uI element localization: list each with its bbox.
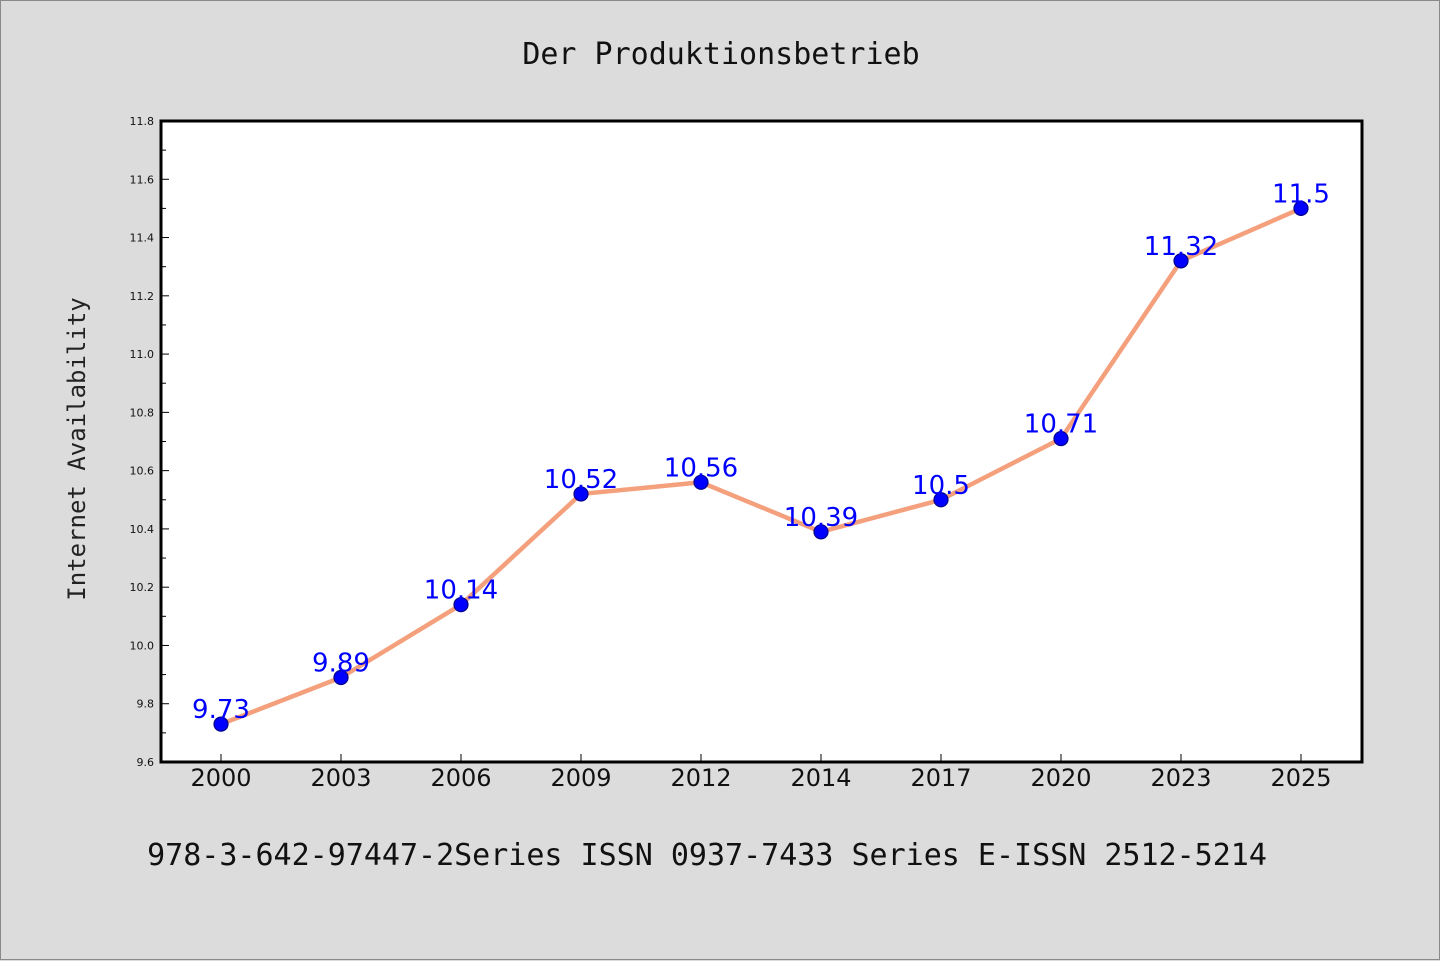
- data-label: 10.5: [912, 471, 970, 501]
- data-point: [453, 597, 469, 613]
- data-point: [1293, 200, 1309, 217]
- footer-text: 978-3-642-97447-2Series ISSN 0937-7433 S…: [147, 838, 1267, 873]
- data-point: [933, 492, 949, 508]
- data-point: [333, 669, 349, 686]
- data-label: 9.89: [312, 649, 370, 679]
- x-tick-label: 2006: [430, 764, 491, 792]
- data-point: [693, 474, 709, 490]
- data-point: [1053, 430, 1069, 447]
- x-tick-label: 2009: [550, 764, 611, 792]
- data-label: 10.52: [544, 465, 618, 495]
- x-tick-label: 2025: [1270, 764, 1331, 792]
- plot-frame: [159, 119, 1364, 764]
- y-tick-label: 10.2: [130, 581, 155, 594]
- y-tick-label: 9.6: [137, 756, 155, 769]
- x-tick-label: 2023: [1150, 764, 1211, 792]
- data-point: [1173, 253, 1189, 269]
- y-tick-label: 11.0: [130, 348, 155, 361]
- series-line: [218, 206, 1304, 727]
- x-tick-label: 2003: [310, 764, 371, 792]
- y-tick-label: 11.2: [130, 290, 155, 303]
- x-tick-label: 2014: [790, 764, 851, 792]
- data-label: 10.56: [664, 453, 738, 483]
- y-tick-label: 10.8: [130, 406, 155, 419]
- data-point: [813, 524, 829, 540]
- series-markers: [213, 200, 1309, 732]
- y-tick-label: 10.0: [130, 639, 155, 652]
- x-tick-label: 2020: [1030, 764, 1091, 792]
- y-tick-label: 10.6: [130, 465, 155, 478]
- data-label: 10.39: [784, 503, 858, 533]
- data-labels: 9.73 9.89 10.14 10.52 10.56 10.39 10.5 10.71 11.…: [192, 179, 1330, 725]
- chart-title: Der Produktionsbetrieb: [522, 37, 919, 72]
- data-label: 11.32: [1144, 232, 1218, 262]
- x-tick-label: 2000: [190, 764, 251, 792]
- y-axis: 9.6 9.8 10.0 10.2 10.4 10.6 10.8 11.0 11.2 11.4 11…: [130, 115, 169, 769]
- y-tick-label: 11.4: [130, 232, 155, 245]
- y-tick-label: 11.6: [130, 173, 155, 186]
- data-point: [213, 716, 229, 732]
- data-label: 9.73: [192, 695, 250, 725]
- x-tick-label: 2012: [670, 764, 731, 792]
- y-tick-label: 11.8: [130, 115, 155, 128]
- y-tick-label: 10.4: [130, 523, 155, 536]
- x-axis: 2000 2003 2006 2009 2012 2014 2017 2020 2023 2025: [190, 754, 1332, 792]
- y-tick-label: 9.8: [137, 698, 155, 711]
- data-label: 11.5: [1272, 179, 1330, 209]
- y-axis-label: Internet Availability: [63, 297, 91, 600]
- data-point: [573, 486, 589, 502]
- plot-area: [161, 121, 1362, 762]
- x-tick-label: 2017: [910, 764, 971, 792]
- data-label: 10.14: [424, 576, 498, 606]
- data-label: 10.71: [1024, 410, 1098, 440]
